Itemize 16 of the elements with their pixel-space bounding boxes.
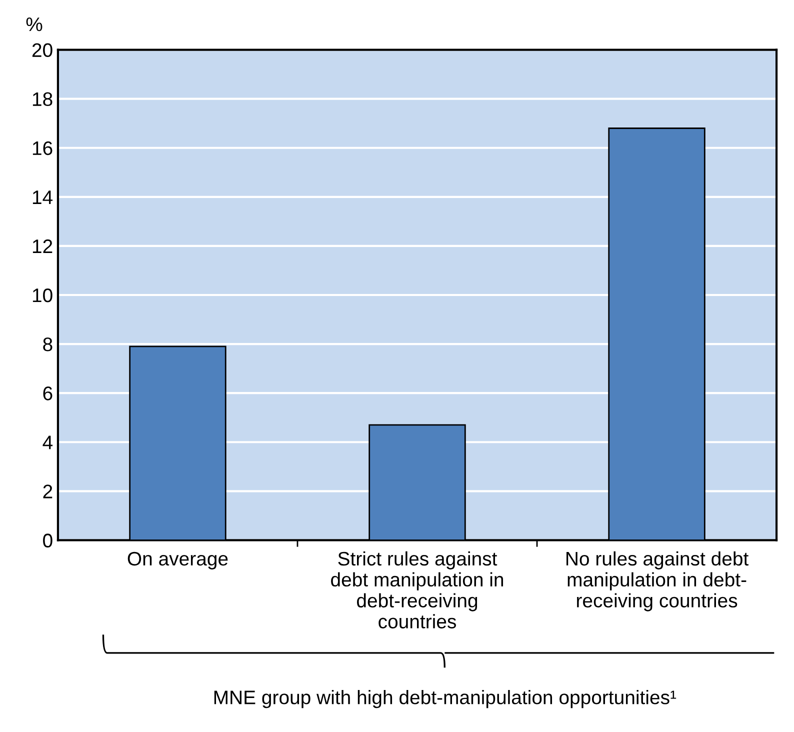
y-tick-label: 0	[43, 534, 52, 548]
y-axis-title: %	[26, 18, 42, 32]
x-axis-title: MNE group with high debt-manipulation opportunities¹	[214, 690, 676, 708]
x-tick-label: No rules against debt manipulation in debt- receiving countries	[566, 551, 749, 612]
y-tick-label: 14	[32, 190, 53, 204]
y-tick-label: 12	[32, 239, 52, 253]
y-tick-label: 18	[32, 92, 52, 106]
y-tick-label: 6	[43, 386, 52, 400]
y-tick-label: 2	[43, 484, 52, 498]
y-tick-label: 4	[42, 436, 53, 450]
y-tick-label: 16	[32, 141, 52, 156]
x-tick-label: On average	[128, 552, 228, 570]
y-tick-label: 20	[32, 43, 52, 58]
y-tick-label: 10	[32, 288, 52, 302]
y-tick-label: 8	[43, 338, 52, 352]
x-tick-label: Strict rules against debt manipulation in debt-receiving countries	[331, 551, 504, 628]
